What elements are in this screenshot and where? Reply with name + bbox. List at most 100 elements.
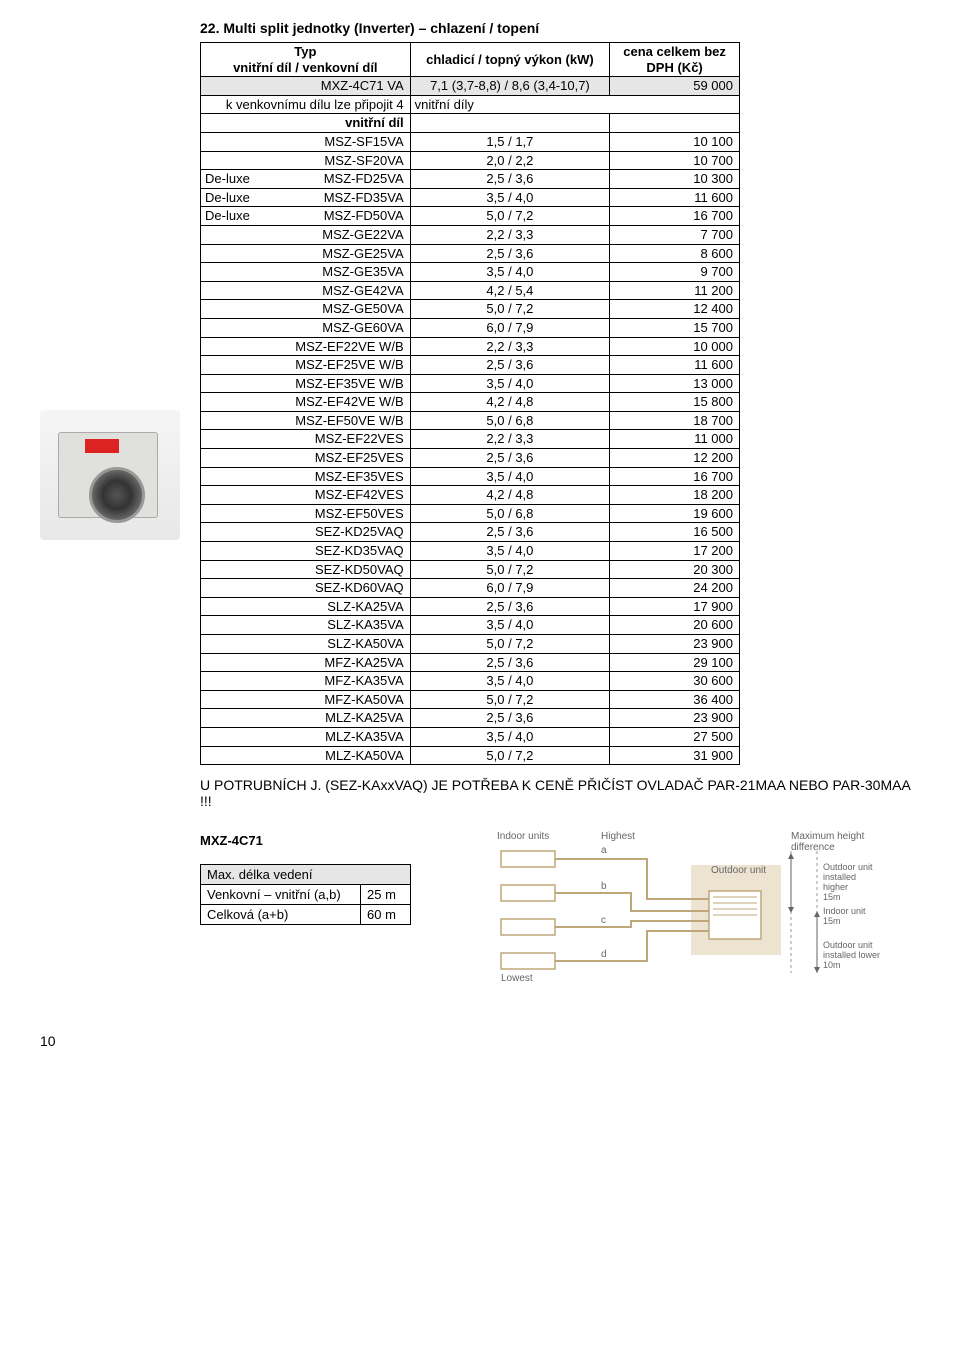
page-number: 10 (40, 1033, 920, 1049)
table-row-price: 16 500 (610, 523, 740, 542)
attach-right: vnitřní díly (410, 95, 739, 114)
table-row-power: 4,2 / 5,4 (410, 281, 610, 300)
table-row-name: MSZ-EF50VE W/B (201, 411, 411, 430)
table-row-price: 8 600 (610, 244, 740, 263)
table-row-price: 19 600 (610, 504, 740, 523)
table-row-name: MLZ-KA25VA (201, 709, 411, 728)
diagram-maxheight: Maximum height difference (791, 831, 881, 853)
specs-box: MXZ-4C71 Max. délka vedení Venkovní – vn… (200, 833, 411, 993)
table-row-price: 27 500 (610, 727, 740, 746)
attach-left: k venkovnímu dílu lze připojit 4 (201, 95, 411, 114)
table-row-name: SEZ-KD35VAQ (201, 542, 411, 561)
table-row-price: 18 200 (610, 486, 740, 505)
table-row-price: 17 900 (610, 597, 740, 616)
table-row-price: 12 400 (610, 300, 740, 319)
table-row-name: De-luxeMSZ-FD25VA (201, 170, 411, 189)
table-row-power: 2,5 / 3,6 (410, 709, 610, 728)
specs-header: Max. délka vedení (201, 865, 411, 885)
table-row-name: MSZ-EF35VES (201, 467, 411, 486)
table-row-price: 7 700 (610, 225, 740, 244)
table-row-name: MSZ-SF15VA (201, 132, 411, 151)
table-row-name: MSZ-EF35VE W/B (201, 374, 411, 393)
table-row-name: SEZ-KD60VAQ (201, 579, 411, 598)
table-row-power: 6,0 / 7,9 (410, 318, 610, 337)
table-row-name: MSZ-GE35VA (201, 263, 411, 282)
table-row-name: MLZ-KA50VA (201, 746, 411, 765)
table-row-power: 6,0 / 7,9 (410, 579, 610, 598)
table-row-power: 5,0 / 7,2 (410, 207, 610, 226)
table-row-price: 20 300 (610, 560, 740, 579)
price-table: Typ vnitřní díl / venkovní díl chladicí … (200, 42, 740, 765)
table-row-power: 3,5 / 4,0 (410, 263, 610, 282)
table-row-power: 5,0 / 6,8 (410, 504, 610, 523)
diagram-d: d (601, 949, 607, 960)
table-row-power: 5,0 / 7,2 (410, 300, 610, 319)
product-image (40, 410, 180, 540)
diagram-a: a (601, 845, 607, 856)
specs-row-label: Celková (a+b) (201, 905, 361, 925)
table-row-power: 4,2 / 4,8 (410, 393, 610, 412)
table-row-price: 17 200 (610, 542, 740, 561)
table-row-power: 3,5 / 4,0 (410, 188, 610, 207)
table-row-price: 10 300 (610, 170, 740, 189)
diagram-indoor-label: Indoor units (497, 831, 549, 842)
table-row-price: 11 600 (610, 356, 740, 375)
table-row-power: 2,0 / 2,2 (410, 151, 610, 170)
diagram-c: c (601, 915, 606, 926)
table-row-name: MSZ-GE42VA (201, 281, 411, 300)
table-row-power: 2,2 / 3,3 (410, 430, 610, 449)
table-row-name: MFZ-KA25VA (201, 653, 411, 672)
specs-table: Max. délka vedení Venkovní – vnitřní (a,… (200, 864, 411, 925)
col3-header-line1: cena celkem bez (614, 44, 735, 60)
inner-header: vnitřní díl (201, 114, 411, 133)
table-row-price: 20 600 (610, 616, 740, 635)
table-row-name: MSZ-GE25VA (201, 244, 411, 263)
diagram-b: b (601, 881, 607, 892)
table-row-name: MSZ-SF20VA (201, 151, 411, 170)
table-row-name: MSZ-GE50VA (201, 300, 411, 319)
table-row-price: 23 900 (610, 709, 740, 728)
master-price: 59 000 (610, 77, 740, 96)
table-row-price: 15 700 (610, 318, 740, 337)
table-row-name: SLZ-KA25VA (201, 597, 411, 616)
table-row-name: MSZ-EF50VES (201, 504, 411, 523)
table-row-power: 2,5 / 3,6 (410, 356, 610, 375)
table-row-price: 10 000 (610, 337, 740, 356)
table-row-power: 5,0 / 7,2 (410, 690, 610, 709)
table-row-name: MSZ-EF22VE W/B (201, 337, 411, 356)
table-row-power: 5,0 / 7,2 (410, 560, 610, 579)
table-row-price: 24 200 (610, 579, 740, 598)
diagram-note3-v: 10m (823, 961, 880, 971)
table-row-price: 12 200 (610, 449, 740, 468)
master-name: MXZ-4C71 VA (201, 77, 411, 96)
master-power: 7,1 (3,7-8,8) / 8,6 (3,4-10,7) (410, 77, 610, 96)
table-row-price: 11 600 (610, 188, 740, 207)
specs-row-value: 25 m (361, 885, 411, 905)
table-row-name: SEZ-KD50VAQ (201, 560, 411, 579)
table-row-name: SLZ-KA50VA (201, 635, 411, 654)
diagram-note1-l2: installed higher (823, 873, 881, 893)
table-row-power: 2,5 / 3,6 (410, 244, 610, 263)
table-row-power: 2,2 / 3,3 (410, 225, 610, 244)
col2-header: chladicí / topný výkon (kW) (410, 43, 610, 77)
specs-row-label: Venkovní – vnitřní (a,b) (201, 885, 361, 905)
col3-header-line2: DPH (Kč) (614, 60, 735, 76)
table-row-name: SEZ-KD25VAQ (201, 523, 411, 542)
table-row-name: MSZ-GE60VA (201, 318, 411, 337)
table-row-power: 5,0 / 7,2 (410, 635, 610, 654)
table-row-name: De-luxeMSZ-FD50VA (201, 207, 411, 226)
table-row-price: 10 100 (610, 132, 740, 151)
specs-title: MXZ-4C71 (200, 833, 411, 848)
table-row-name: De-luxeMSZ-FD35VA (201, 188, 411, 207)
diagram-highest: Highest (601, 831, 635, 842)
table-row-power: 3,5 / 4,0 (410, 616, 610, 635)
table-row-power: 2,5 / 3,6 (410, 653, 610, 672)
table-row-name: MSZ-EF22VES (201, 430, 411, 449)
table-row-power: 2,5 / 3,6 (410, 523, 610, 542)
table-row-name: MFZ-KA50VA (201, 690, 411, 709)
table-row-price: 16 700 (610, 467, 740, 486)
section-title: 22. Multi split jednotky (Inverter) – ch… (200, 20, 920, 36)
table-row-price: 9 700 (610, 263, 740, 282)
specs-row-value: 60 m (361, 905, 411, 925)
table-row-price: 16 700 (610, 207, 740, 226)
